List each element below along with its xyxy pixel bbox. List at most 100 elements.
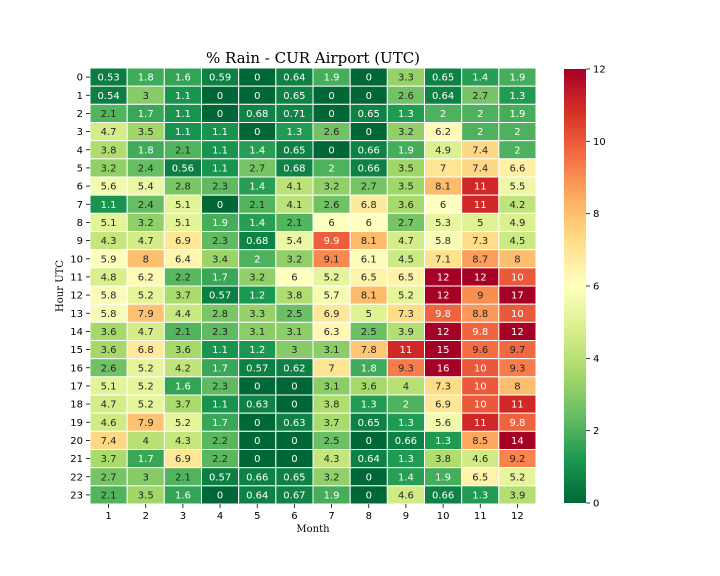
cell-value-label: 9.1 [324,254,340,265]
cell-value-label: 6.4 [175,254,191,265]
cell-value-label: 0 [291,454,297,465]
cell-value-label: 0.65 [358,109,380,120]
cell-value-label: 0 [291,400,297,411]
cell-value-label: 5 [477,218,483,229]
cell-value-label: 0 [254,73,260,84]
cell-value-label: 0.57 [209,291,231,302]
cell-value-label: 3.8 [286,291,302,302]
cell-value-label: 6.8 [361,200,377,211]
cell-value-label: 17 [511,291,524,302]
cell-value-label: 4.7 [138,236,154,247]
cell-value-label: 2.1 [101,109,117,120]
cell-value-label: 5.2 [175,418,191,429]
cell-value-label: 2.7 [101,472,117,483]
y-tick-label: 19 [70,418,83,429]
cell-value-label: 5.6 [435,418,451,429]
y-tick-label: 2 [77,109,83,120]
cell-value-label: 7.3 [435,381,451,392]
cell-value-label: 1.7 [138,454,154,465]
cell-value-label: 2.1 [249,200,265,211]
cell-value-label: 4.9 [509,218,525,229]
y-tick-label: 20 [70,436,83,447]
y-tick-label: 0 [77,73,83,84]
colorbar-ticks: 0 2 4 6 8 10 12 [586,65,606,510]
cell-value-label: 7.4 [472,163,488,174]
cell-value-label: 4.4 [175,309,191,320]
cell-value-label: 2 [477,109,483,120]
cell-value-label: 0 [328,109,334,120]
cell-value-label: 5.6 [101,182,117,193]
cell-value-label: 1.7 [212,363,228,374]
x-tick-label: 8 [366,511,372,522]
cell-value-label: 0.64 [283,73,305,84]
cell-value-label: 7.3 [472,236,488,247]
cell-value-label: 2.4 [138,163,154,174]
colorbar-tick-label: 2 [593,426,599,437]
x-tick-label: 3 [180,511,186,522]
cell-value-label: 7.9 [138,418,154,429]
cell-value-label: 1.1 [175,109,191,120]
cell-value-label: 3.8 [101,145,117,156]
cell-value-label: 3.6 [398,200,414,211]
cell-value-label: 3.1 [324,381,340,392]
cell-value-label: 3.1 [324,345,340,356]
cell-value-label: 0.66 [432,490,454,501]
cell-value-label: 8.8 [472,309,488,320]
cell-value-label: 1.7 [138,109,154,120]
cell-value-label: 0 [366,91,372,102]
cell-value-label: 11 [511,400,524,411]
cell-value-label: 3.9 [398,327,414,338]
cell-value-label: 11 [474,418,487,429]
cell-value-label: 1.9 [212,218,228,229]
cell-value-label: 12 [437,291,450,302]
cell-value-label: 10 [511,309,524,320]
cell-value-label: 0.64 [358,454,380,465]
cell-value-label: 3.5 [138,490,154,501]
cell-value-label: 10 [474,363,487,374]
colorbar-tick-label: 6 [593,282,599,293]
cell-value-label: 0.63 [283,418,305,429]
cell-value-label: 6.5 [398,272,414,283]
cell-value-label: 1.1 [212,345,228,356]
cell-value-label: 0 [254,418,260,429]
cell-value-label: 6.2 [435,127,451,138]
cell-value-label: 1.4 [398,472,414,483]
cell-value-label: 10 [474,381,487,392]
cell-value-label: 8 [514,254,520,265]
cell-value-label: 0 [291,436,297,447]
cell-value-label: 1.9 [398,145,414,156]
cell-value-label: 15 [437,345,450,356]
cell-value-label: 10 [474,400,487,411]
cell-value-label: 3.2 [398,127,414,138]
cell-value-label: 0.62 [283,363,305,374]
cell-value-label: 6 [440,200,446,211]
cell-value-label: 0.57 [209,472,231,483]
cell-value-label: 3.5 [398,163,414,174]
cell-value-label: 0.66 [395,436,417,447]
y-tick-label: 23 [70,490,83,501]
cell-value-label: 9.3 [509,363,525,374]
cell-value-label: 12 [474,272,487,283]
cell-value-label: 8.7 [472,254,488,265]
cell-value-label: 3 [291,345,297,356]
y-tick-label: 16 [70,363,83,374]
cell-value-label: 1.3 [435,436,451,447]
cell-value-label: 7.4 [101,436,117,447]
cell-value-label: 0.66 [358,163,380,174]
cell-value-label: 2 [254,254,260,265]
cell-value-label: 4.6 [101,418,117,429]
cell-value-label: 1.2 [249,291,265,302]
cell-value-label: 0.68 [246,236,268,247]
cell-value-label: 3.2 [286,254,302,265]
cell-value-label: 5.2 [398,291,414,302]
cell-value-label: 0 [217,109,223,120]
cell-value-label: 8 [143,254,149,265]
cell-value-label: 6 [328,218,334,229]
cell-value-label: 9.2 [509,454,525,465]
cell-value-label: 1.7 [212,272,228,283]
x-tick-label: 10 [437,511,450,522]
cell-value-label: 3.6 [175,345,191,356]
cell-value-label: 3.1 [249,327,265,338]
x-tick-label: 11 [474,511,487,522]
